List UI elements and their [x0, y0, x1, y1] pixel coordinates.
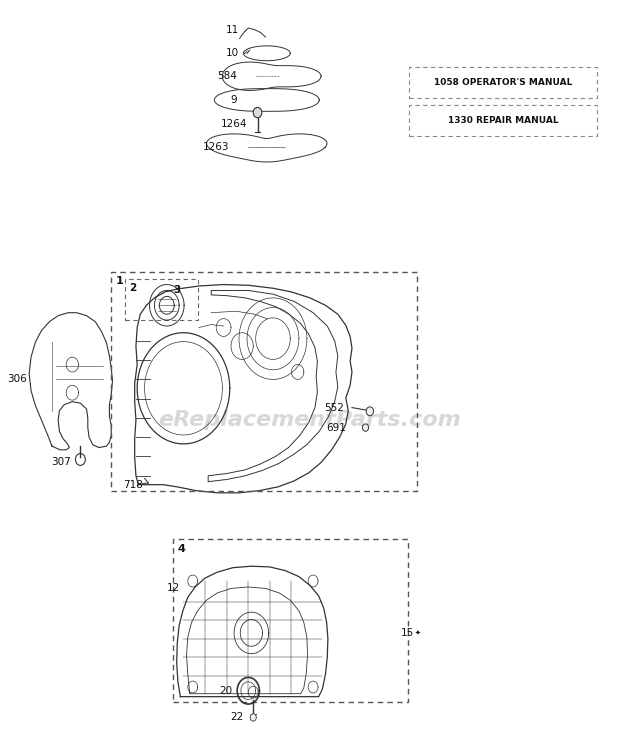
Text: 1264: 1264 — [221, 120, 247, 129]
Bar — [173, 539, 407, 702]
Circle shape — [250, 713, 256, 721]
Text: eReplacementParts.com: eReplacementParts.com — [159, 410, 461, 430]
Text: 20: 20 — [219, 686, 232, 696]
Circle shape — [253, 107, 262, 118]
Text: 4: 4 — [178, 544, 185, 554]
Text: 3: 3 — [174, 286, 181, 295]
Circle shape — [363, 424, 369, 432]
Text: 307: 307 — [51, 458, 71, 467]
Text: 12: 12 — [167, 583, 180, 594]
Text: 9: 9 — [231, 95, 237, 105]
Bar — [125, 279, 198, 320]
Text: 718: 718 — [123, 480, 143, 490]
Text: 15: 15 — [401, 628, 414, 638]
Text: 1058 OPERATOR'S MANUAL: 1058 OPERATOR'S MANUAL — [434, 77, 572, 87]
Text: 11: 11 — [226, 25, 239, 34]
Text: 1330 REPAIR MANUAL: 1330 REPAIR MANUAL — [448, 116, 558, 125]
Circle shape — [366, 407, 374, 416]
Text: 22: 22 — [231, 712, 244, 722]
Text: 691: 691 — [326, 423, 346, 432]
Text: 10: 10 — [226, 48, 239, 58]
Bar — [111, 272, 417, 490]
Text: 584: 584 — [217, 71, 237, 81]
Text: 1263: 1263 — [203, 142, 230, 153]
Bar — [409, 67, 597, 97]
Text: 552: 552 — [324, 403, 344, 413]
Text: 1: 1 — [116, 276, 124, 286]
Text: 306: 306 — [7, 374, 27, 385]
Text: 2: 2 — [129, 283, 136, 293]
Text: ✦: ✦ — [415, 630, 421, 636]
Text: ✓: ✓ — [243, 51, 249, 57]
Bar — [409, 105, 597, 136]
